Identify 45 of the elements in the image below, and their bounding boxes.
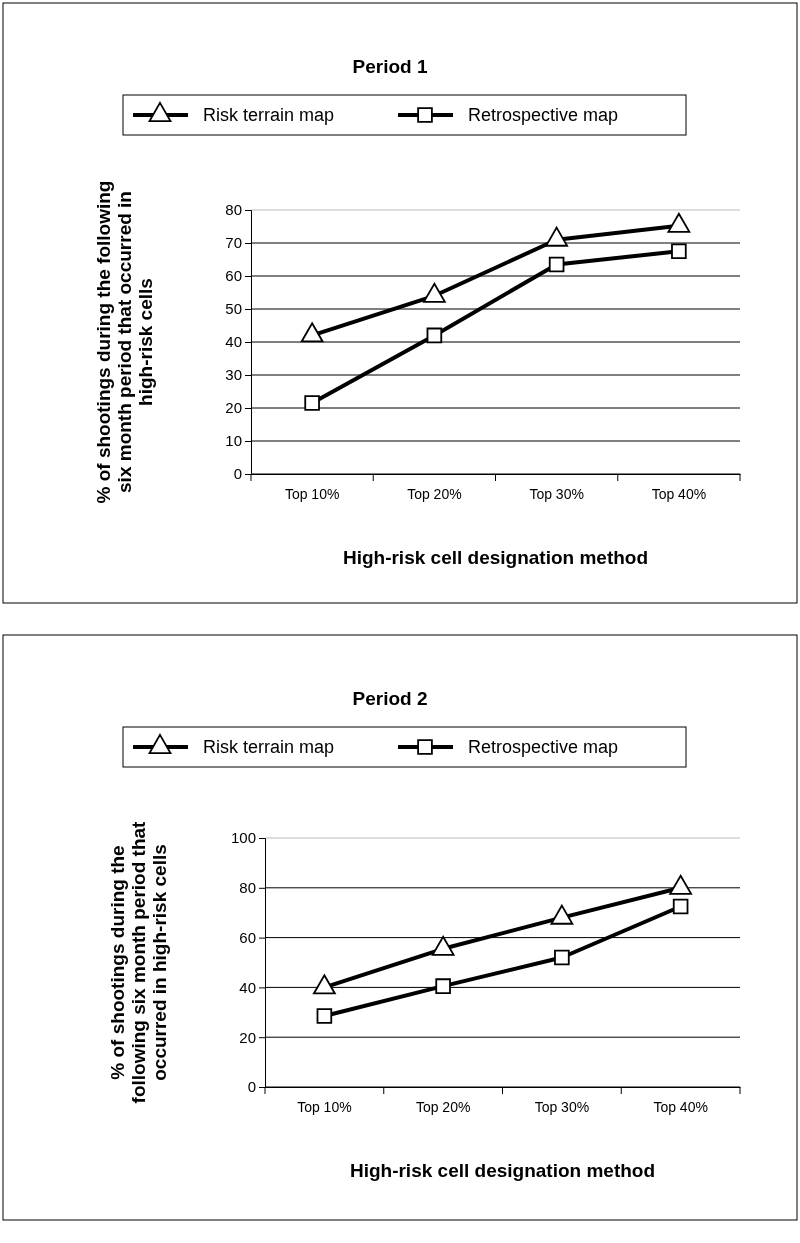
legend-label: Retrospective map [468, 737, 619, 757]
y-tick-label: 60 [239, 928, 256, 946]
y-tick-label: 20 [225, 399, 242, 417]
y-tick-label: 20 [239, 1028, 256, 1046]
x-tick-label: Top 40% [651, 486, 707, 503]
legend-label: Risk terrain map [203, 737, 335, 757]
x-tick-label: Top 20% [407, 486, 462, 503]
point [435, 978, 451, 994]
legend-label: Retrospective map [468, 105, 619, 125]
point [545, 226, 568, 247]
y-tick-label: 30 [225, 366, 242, 384]
chart-title: Period 2 [352, 688, 428, 709]
y-tick-label: 70 [225, 234, 242, 252]
legend-label: Risk terrain map [203, 105, 335, 125]
x-axis-title: High-risk cell designation method [342, 547, 649, 568]
y-tick-label: 80 [239, 879, 256, 897]
y-tick-label: 50 [225, 300, 242, 318]
y-axis-title: % of shootings during the following six month period that occurred in high-risk cells [107, 820, 170, 1104]
point [316, 1008, 333, 1024]
x-tick-label: Top 10% [297, 1099, 352, 1116]
point [304, 395, 320, 411]
y-tick-label: 40 [239, 978, 256, 996]
chart-title: Period 1 [352, 56, 428, 77]
y-tick-label: 10 [225, 432, 242, 450]
y-tick-label: 0 [247, 1078, 256, 1096]
point [431, 935, 455, 956]
x-tick-label: Top 40% [653, 1099, 708, 1116]
point [667, 212, 691, 233]
y-axis-title: % of shootings during the following six month period that occurred in high-risk cells [93, 180, 156, 504]
point [300, 322, 324, 343]
y-tick-label: 60 [225, 267, 242, 285]
y-tick-label: 40 [225, 333, 242, 351]
x-axis-title: High-risk cell designation method [349, 1160, 656, 1181]
point [550, 904, 574, 925]
x-tick-label: Top 10% [284, 486, 340, 503]
point [669, 874, 692, 895]
y-tick-label: 80 [225, 201, 242, 219]
x-tick-label: Top 30% [529, 486, 584, 503]
point [423, 282, 446, 303]
y-tick-label: 0 [233, 465, 242, 483]
x-tick-label: Top 30% [534, 1099, 590, 1116]
y-tick-label: 100 [230, 829, 256, 847]
x-tick-label: Top 20% [415, 1099, 471, 1116]
point [554, 949, 570, 966]
point [426, 327, 443, 344]
